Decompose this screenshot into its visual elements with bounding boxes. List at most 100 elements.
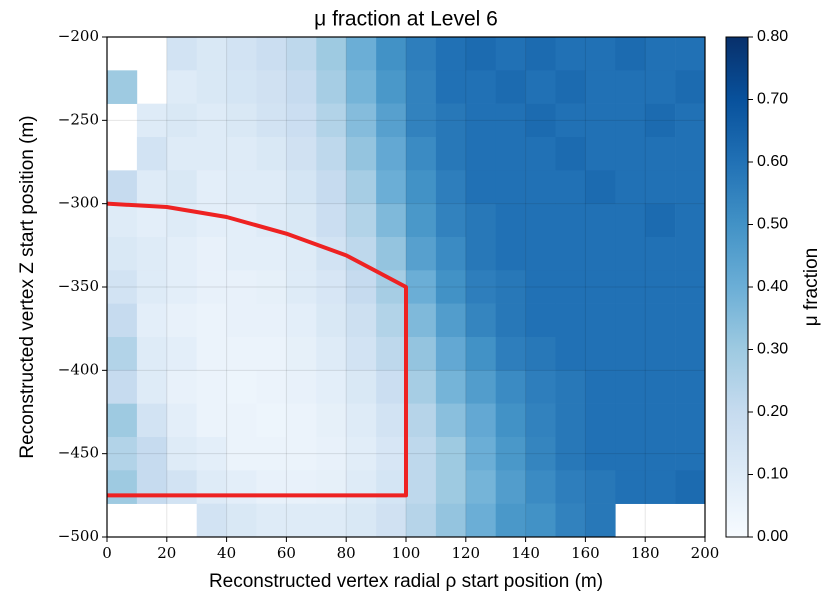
heat-cell	[555, 237, 586, 271]
heat-cell	[316, 203, 347, 238]
y-tick-label: −450	[58, 444, 99, 462]
heat-cell	[585, 437, 616, 471]
x-tick-label: 0	[102, 544, 112, 562]
y-axis-label: Reconstructed vertex Z start position (m…	[17, 115, 38, 458]
heat-cell	[346, 437, 377, 471]
heat-cell	[136, 237, 168, 271]
heat-cell	[286, 270, 317, 304]
heat-cell	[675, 370, 706, 404]
heat-cell	[675, 203, 706, 238]
heat-cell	[136, 437, 168, 471]
heat-cell	[615, 170, 646, 204]
heat-cell	[196, 70, 227, 104]
heat-cell	[256, 270, 287, 304]
x-tick-label: 180	[631, 544, 660, 562]
heat-cell	[316, 170, 347, 204]
heat-cell	[107, 170, 138, 204]
heat-cell	[675, 403, 706, 438]
heat-cell	[585, 237, 616, 271]
heat-cell	[585, 503, 616, 538]
heat-cell	[136, 270, 168, 304]
heat-cell	[256, 403, 287, 438]
colorbar-tick-label: 0.70	[757, 91, 788, 108]
heat-cell	[166, 270, 197, 304]
heat-cell	[346, 203, 377, 238]
heat-cell	[555, 437, 586, 471]
heat-cell	[675, 437, 706, 471]
heat-cell	[555, 137, 586, 171]
heat-cell	[645, 470, 676, 504]
heat-cell	[256, 170, 287, 204]
heat-cell	[376, 103, 407, 138]
y-tick-label: −300	[58, 194, 99, 212]
heat-cell	[406, 470, 437, 504]
heat-cell	[555, 403, 586, 438]
heat-cell	[286, 37, 317, 71]
heat-cell	[226, 337, 257, 371]
x-tick-label: 60	[277, 544, 296, 562]
heat-cell	[316, 503, 347, 538]
heat-cell	[226, 437, 257, 471]
heat-cell	[675, 170, 706, 204]
heat-cell	[465, 203, 496, 238]
x-tick-label: 200	[691, 544, 720, 562]
heat-cell	[495, 337, 526, 371]
heat-cell	[555, 37, 586, 71]
heat-cell	[406, 137, 437, 171]
heat-cell	[525, 503, 556, 538]
heat-cell	[316, 370, 347, 404]
heat-cell	[226, 370, 257, 404]
heat-cell	[406, 203, 437, 238]
colorbar-tick-label: 0.50	[757, 216, 788, 233]
heat-cell	[107, 203, 138, 238]
heat-cell	[435, 70, 467, 104]
heat-cell	[555, 470, 586, 504]
heat-cell	[555, 370, 586, 404]
heat-cell	[346, 503, 377, 538]
heat-cell	[435, 370, 467, 404]
heat-cell	[316, 337, 347, 371]
heat-cell	[166, 470, 197, 504]
heat-cell	[196, 270, 227, 304]
heat-cell	[226, 37, 257, 71]
heat-cell	[346, 403, 377, 438]
heat-cell	[107, 437, 138, 471]
heat-cell	[495, 170, 526, 204]
heat-cell	[495, 503, 526, 538]
plot-frame	[106, 36, 706, 538]
heat-cell	[465, 137, 496, 171]
heat-cell	[286, 103, 317, 138]
heat-cell	[286, 137, 317, 171]
y-tick-label: −250	[58, 110, 99, 128]
heat-cell	[555, 70, 586, 104]
heat-cell	[555, 170, 586, 204]
heat-cell	[675, 270, 706, 304]
heat-cell	[316, 37, 347, 71]
heat-cell	[316, 103, 347, 138]
heat-cell	[465, 370, 496, 404]
heat-cell	[615, 237, 646, 271]
heat-cell	[675, 337, 706, 371]
chart-title: μ fraction at Level 6	[314, 8, 498, 31]
heat-cell	[555, 503, 586, 538]
heat-cell	[465, 470, 496, 504]
heat-cell	[166, 37, 197, 71]
heat-cell	[555, 303, 586, 338]
heat-cell	[645, 437, 676, 471]
colorbar-tick-label: 0.10	[757, 466, 788, 483]
heat-cell	[645, 70, 676, 104]
heat-cell	[525, 137, 556, 171]
heat-cell	[435, 137, 467, 171]
y-tick-label: −200	[58, 27, 99, 45]
heat-cell	[256, 137, 287, 171]
heat-cell	[555, 103, 586, 138]
colorbar-tick-label: 0.40	[757, 278, 788, 295]
heat-cell	[615, 37, 646, 71]
heat-cell	[376, 170, 407, 204]
heat-cell	[346, 37, 377, 71]
heat-cell	[196, 470, 227, 504]
heat-cell	[226, 237, 257, 271]
heat-cell	[286, 303, 317, 338]
heat-cell	[585, 170, 616, 204]
y-tick-label: −500	[58, 527, 99, 545]
